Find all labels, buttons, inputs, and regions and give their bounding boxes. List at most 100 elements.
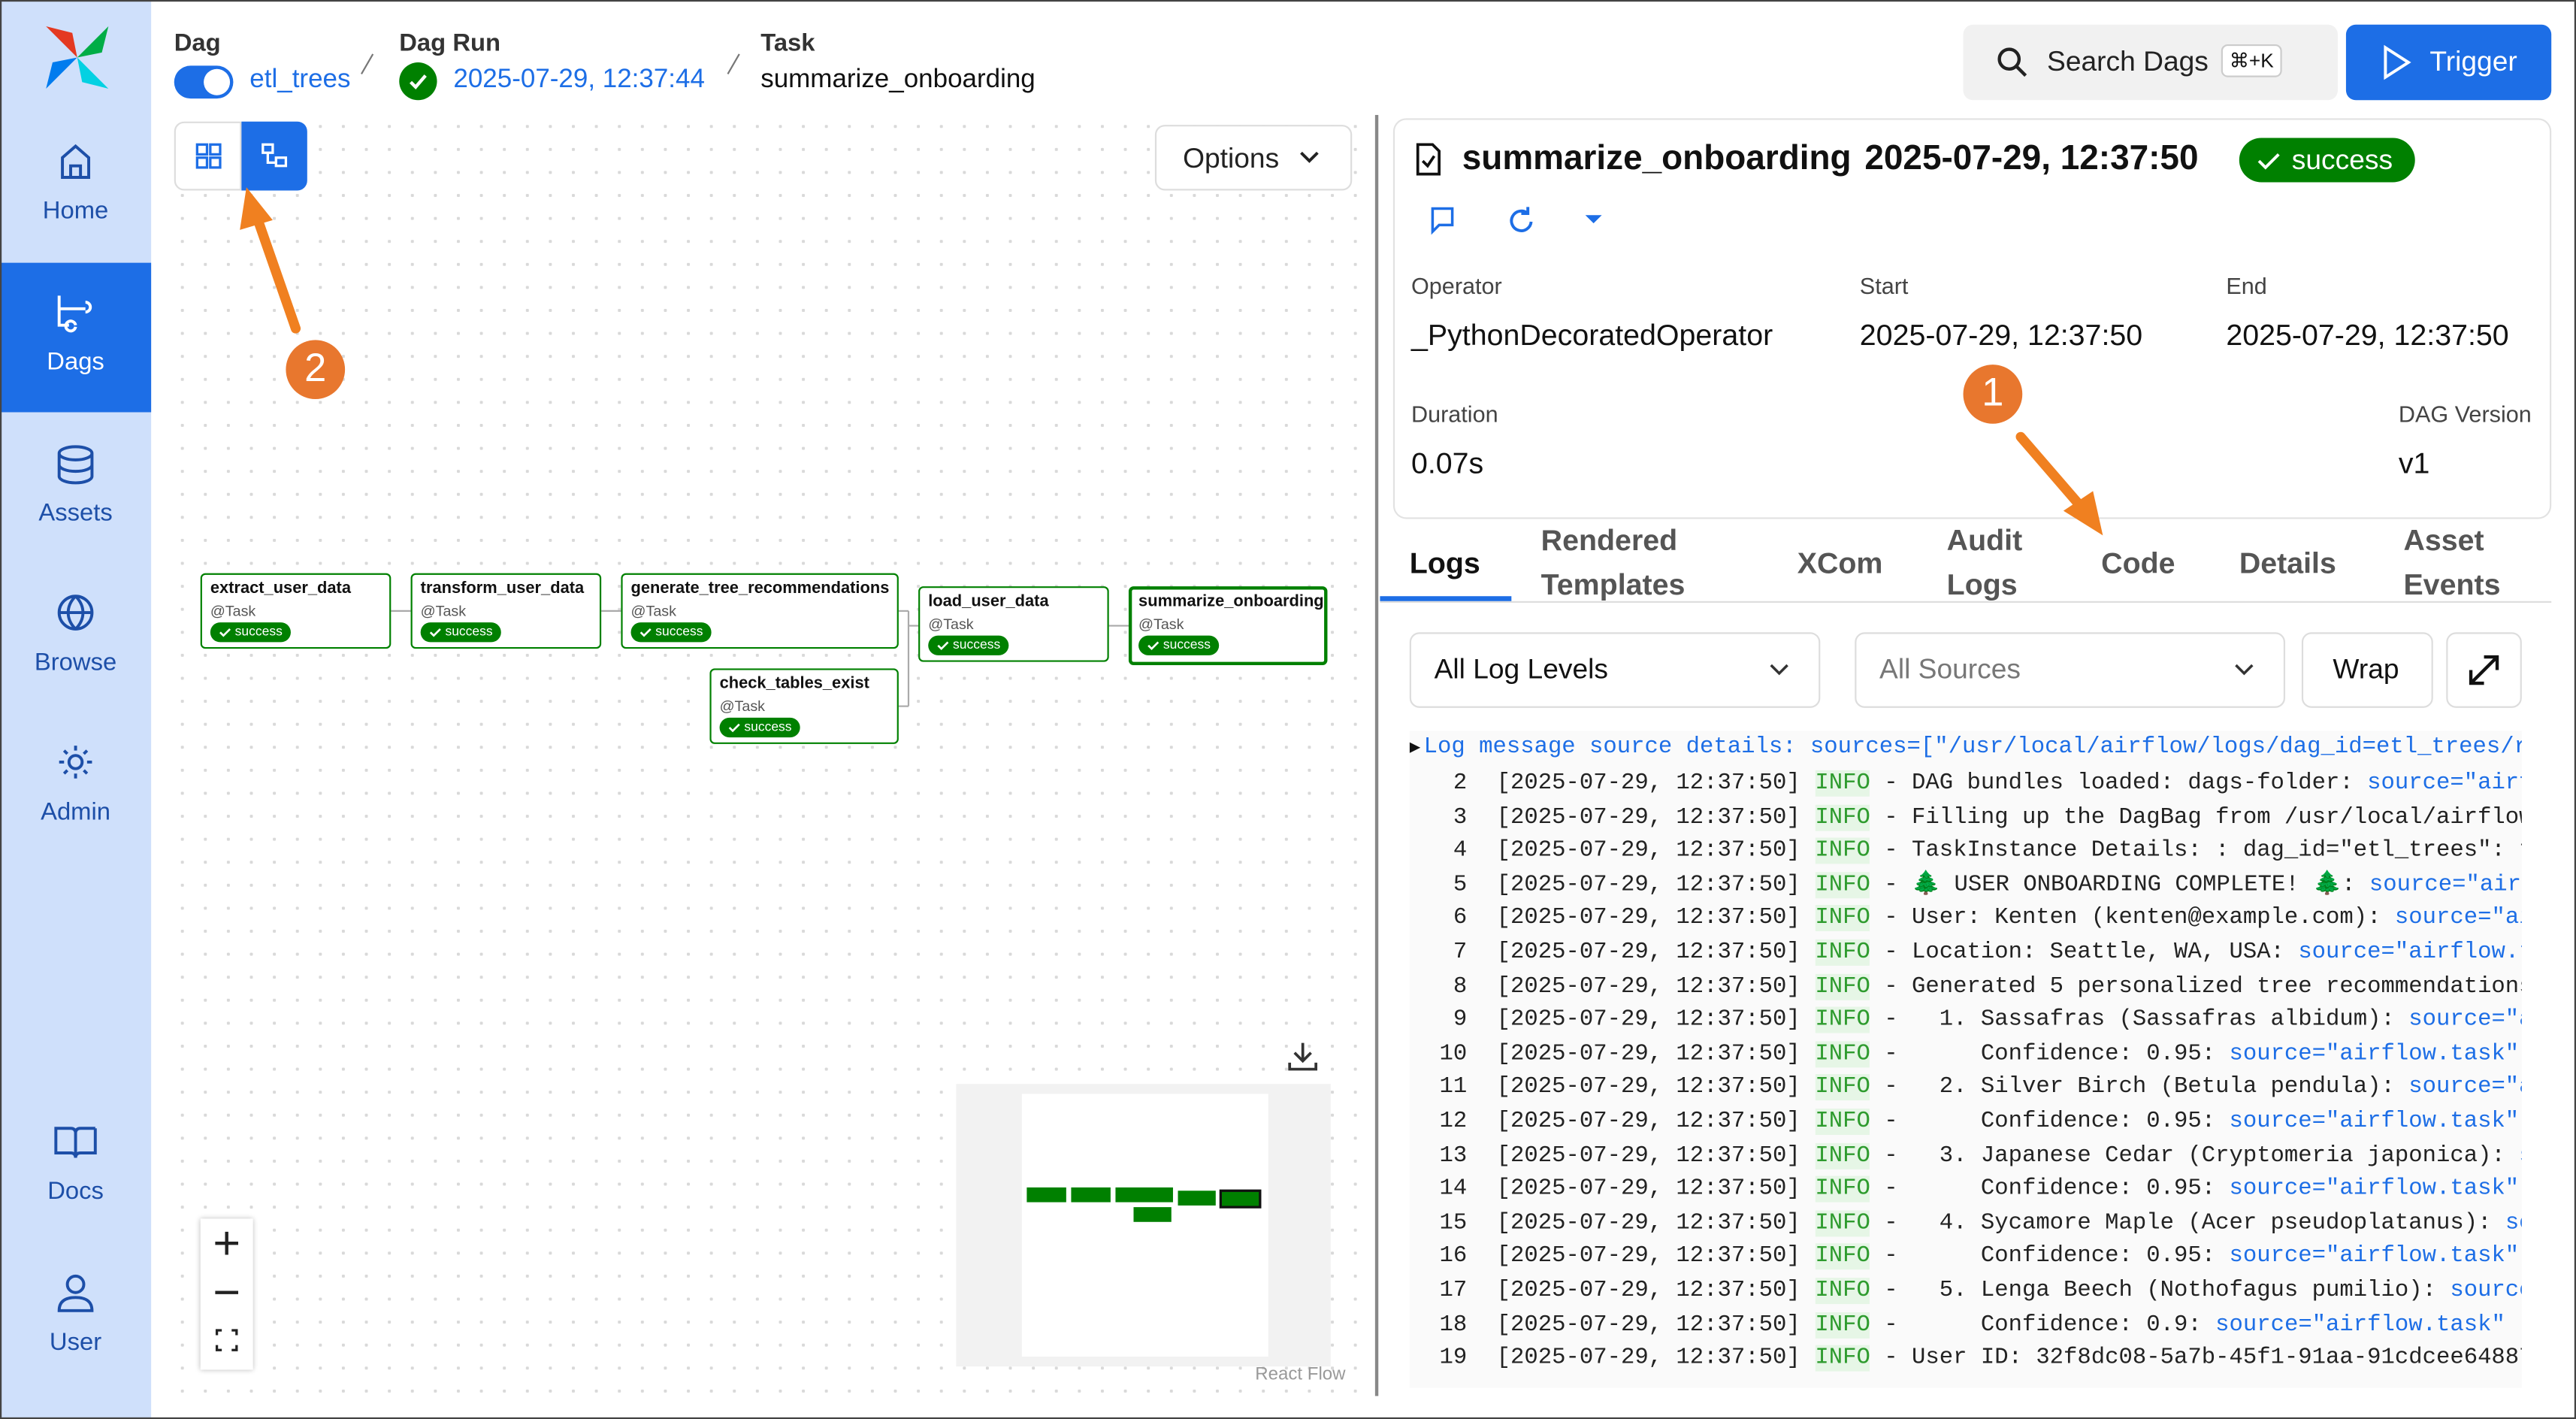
check [410, 74, 427, 90]
log-time: [2025-07-29, 12:37:50] [1496, 1244, 1800, 1271]
grid-icon [195, 143, 222, 169]
badge-check-path [1147, 641, 1160, 651]
download-icon[interactable] [1285, 1038, 1321, 1074]
fullscreen-button[interactable] [2446, 632, 2522, 708]
badge-check [639, 628, 652, 637]
field-label: End [2226, 272, 2267, 299]
badge-check [937, 641, 949, 651]
trigger-button[interactable] [2345, 24, 2552, 101]
tab-indicator [1380, 596, 1512, 601]
nav-item[interactable]: Home [42, 197, 109, 225]
task-actions[interactable] [1423, 201, 1619, 237]
tab[interactable]: Audit Logs [1946, 524, 2023, 601]
log-message: - Confidence: 0.9: [1870, 1312, 2216, 1339]
log-line: 18 [2025-07-29, 12:37:50] INFO - Confidenc… [1410, 1309, 2505, 1342]
log-level: INFO [1815, 1142, 1870, 1169]
options-button[interactable] [1154, 125, 1353, 191]
node-type: @Task [420, 602, 467, 619]
node-status: success [1138, 635, 1219, 655]
badge-check-path [728, 723, 740, 733]
chevron-path [1770, 664, 1788, 676]
nav-item[interactable]: Dags [47, 348, 104, 377]
line-number: 15 [1439, 1210, 1468, 1237]
tab[interactable]: Logs [1409, 546, 1480, 580]
task-node[interactable] [1128, 586, 1328, 666]
log-time: [2025-07-29, 12:37:50] [1496, 1006, 1800, 1033]
log-source: source="ai [2408, 1074, 2522, 1101]
log-time: [2025-07-29, 12:37:50] [1496, 1312, 1800, 1339]
line-number: 3 [1453, 803, 1468, 831]
log-level: INFO [1815, 1109, 1870, 1135]
node-label: summarize_onboarding [1138, 592, 1324, 611]
tab[interactable]: XCom [1797, 546, 1883, 580]
log-level: INFO [1815, 1210, 1870, 1237]
line-number: 13 [1439, 1142, 1468, 1169]
log-panel [1409, 731, 2522, 1388]
badge-check-path [639, 628, 652, 637]
node-label: check_tables_exist [719, 675, 869, 694]
minimap-nodes [1026, 1187, 1262, 1222]
nav-icon-path [57, 595, 94, 631]
tab[interactable]: Code [2101, 546, 2175, 580]
log-message: - 🌲 USER ONBOARDING COMPLETE! 🌲: [1870, 871, 2369, 898]
tab[interactable]: Asset Events [2403, 524, 2501, 601]
badge-check-path [937, 641, 949, 651]
log-source: so [2519, 1142, 2522, 1169]
nav-icon-path [57, 445, 94, 485]
field-value: 0.07s [1410, 446, 1484, 480]
line-number: 12 [1439, 1109, 1468, 1135]
minimap-viewport [1021, 1094, 1268, 1357]
nav-icon-path [57, 1274, 94, 1312]
line-number: 18 [1439, 1312, 1468, 1339]
log-line: 15 [2025-07-29, 12:37:50] INFO - 4. Sycamo… [1410, 1207, 2522, 1241]
tab[interactable]: Details [2239, 546, 2336, 580]
nav-item[interactable]: User [49, 1328, 102, 1357]
task-card [1392, 118, 2552, 519]
log-line: 10 [2025-07-29, 12:37:50] INFO - Confidenc… [1410, 1038, 2519, 1072]
log-level: INFO [1815, 905, 1870, 932]
log-source: source="airflow.ta [2298, 939, 2522, 966]
nav-item[interactable]: Browse [34, 649, 117, 677]
log-message: - 4. Sycamore Maple (Acer pseudoplatanus… [1870, 1210, 2505, 1237]
log-message: - Location: Seattle, WA, USA: [1870, 939, 2299, 966]
graph-footer: React Flow [1255, 1364, 1346, 1385]
log-source: source="ai [2408, 1006, 2522, 1033]
nav-icon-path [54, 1127, 97, 1158]
log-level: INFO [1815, 939, 1870, 966]
node-type: @Task [719, 697, 766, 715]
grid-view-button[interactable] [174, 121, 242, 191]
select[interactable] [1409, 632, 1821, 708]
dag-link[interactable]: etl_trees [249, 65, 351, 94]
node-status-text: success [744, 719, 792, 734]
run-link[interactable]: 2025-07-29, 12:37:44 [453, 65, 705, 94]
nav-item[interactable]: Admin [41, 798, 111, 827]
line-number: 14 [1439, 1176, 1468, 1203]
graph-view-button[interactable] [241, 121, 307, 191]
nav-icon-path [57, 295, 92, 333]
splitter[interactable] [1374, 114, 1379, 1396]
play-path [2384, 44, 2411, 80]
nav-item[interactable]: Docs [47, 1177, 104, 1206]
nav-icon [54, 1127, 97, 1158]
log-message: - DAG bundles loaded: dags-folder: [1870, 770, 2368, 797]
log-message: - Confidence: 0.95: [1870, 1109, 2230, 1135]
tab[interactable]: Rendered Templates [1540, 524, 1686, 601]
node-type: @Task [630, 602, 676, 619]
select[interactable] [1855, 632, 2286, 708]
wrap-button[interactable] [2301, 632, 2433, 708]
log-source-summary[interactable]: ▶ Log message source details: sources=["/… [1410, 734, 2522, 761]
play-icon [2384, 44, 2411, 80]
sidebar [0, 0, 152, 1419]
node-type: @Task [210, 602, 256, 619]
log-level: INFO [1815, 1074, 1870, 1101]
line-number: 11 [1439, 1074, 1468, 1101]
task-node[interactable] [918, 586, 1109, 662]
log-level: INFO [1815, 871, 1870, 898]
log-time: [2025-07-29, 12:37:50] [1496, 1142, 1800, 1169]
log-time: [2025-07-29, 12:37:50] [1496, 1345, 1800, 1372]
log-time: [2025-07-29, 12:37:50] [1496, 871, 1800, 898]
nav-item[interactable]: Assets [38, 499, 113, 528]
nav-icon [57, 295, 92, 333]
nav-icon-path [59, 746, 92, 779]
badge-check [728, 723, 740, 733]
